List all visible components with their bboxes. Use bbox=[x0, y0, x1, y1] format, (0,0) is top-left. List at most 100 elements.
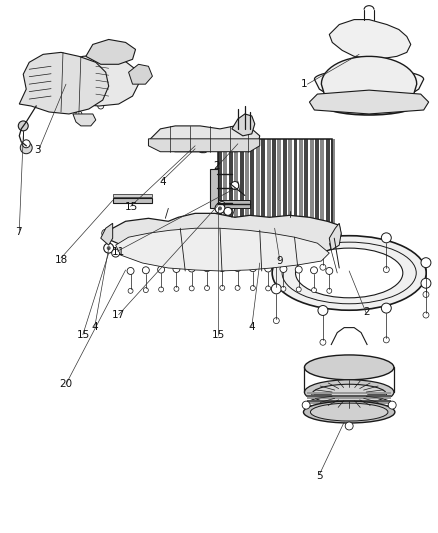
Text: 15: 15 bbox=[77, 330, 90, 341]
Circle shape bbox=[423, 312, 429, 318]
Bar bbox=[293, 139, 297, 228]
Circle shape bbox=[20, 142, 32, 154]
Circle shape bbox=[215, 204, 225, 213]
Circle shape bbox=[198, 145, 206, 153]
Bar bbox=[321, 139, 325, 228]
Circle shape bbox=[127, 268, 134, 274]
Bar bbox=[304, 139, 308, 228]
Circle shape bbox=[235, 285, 240, 290]
Polygon shape bbox=[148, 126, 260, 152]
Ellipse shape bbox=[304, 401, 395, 423]
Circle shape bbox=[173, 265, 180, 272]
Circle shape bbox=[327, 288, 332, 293]
Text: 18: 18 bbox=[55, 255, 68, 264]
Circle shape bbox=[159, 287, 164, 292]
Circle shape bbox=[318, 230, 328, 240]
Ellipse shape bbox=[311, 403, 388, 421]
Polygon shape bbox=[314, 69, 424, 96]
Circle shape bbox=[205, 286, 209, 290]
Bar bbox=[267, 139, 271, 228]
Text: 15: 15 bbox=[124, 201, 138, 212]
Ellipse shape bbox=[272, 236, 426, 310]
Bar bbox=[245, 139, 249, 228]
Circle shape bbox=[271, 284, 281, 294]
Bar bbox=[307, 402, 391, 405]
Text: 5: 5 bbox=[316, 471, 322, 481]
Text: 2: 2 bbox=[213, 161, 220, 171]
Circle shape bbox=[112, 249, 120, 257]
Text: 4: 4 bbox=[248, 322, 255, 333]
Bar bbox=[307, 397, 391, 399]
Circle shape bbox=[320, 340, 326, 345]
Bar bbox=[218, 139, 332, 228]
Polygon shape bbox=[106, 213, 341, 263]
Text: 11: 11 bbox=[111, 247, 125, 257]
Circle shape bbox=[98, 103, 104, 109]
Circle shape bbox=[231, 182, 239, 190]
Bar bbox=[240, 139, 244, 228]
Polygon shape bbox=[129, 64, 152, 84]
Circle shape bbox=[104, 243, 114, 253]
Circle shape bbox=[189, 286, 194, 291]
Circle shape bbox=[172, 136, 178, 142]
Bar bbox=[210, 168, 218, 208]
Circle shape bbox=[234, 264, 241, 271]
Circle shape bbox=[311, 267, 318, 274]
Bar bbox=[307, 410, 391, 412]
Circle shape bbox=[204, 265, 211, 272]
Ellipse shape bbox=[334, 30, 404, 49]
Circle shape bbox=[421, 257, 431, 268]
Text: 1: 1 bbox=[300, 79, 307, 89]
Text: 17: 17 bbox=[112, 310, 126, 320]
Bar bbox=[251, 139, 254, 228]
Text: 20: 20 bbox=[59, 379, 72, 389]
Polygon shape bbox=[116, 228, 329, 271]
Bar bbox=[229, 139, 233, 228]
Circle shape bbox=[273, 318, 279, 324]
Bar bbox=[218, 139, 222, 228]
Circle shape bbox=[18, 121, 28, 131]
Bar bbox=[261, 139, 265, 228]
Circle shape bbox=[273, 286, 279, 292]
Polygon shape bbox=[309, 90, 429, 114]
Circle shape bbox=[345, 422, 353, 430]
Polygon shape bbox=[148, 139, 260, 152]
Circle shape bbox=[194, 144, 198, 148]
Bar bbox=[299, 139, 303, 228]
Circle shape bbox=[383, 266, 389, 272]
Polygon shape bbox=[86, 39, 135, 64]
Circle shape bbox=[320, 264, 326, 270]
Circle shape bbox=[326, 268, 333, 274]
Bar bbox=[283, 139, 287, 228]
Circle shape bbox=[249, 265, 256, 272]
Bar bbox=[113, 195, 152, 197]
Circle shape bbox=[302, 401, 310, 409]
Circle shape bbox=[142, 267, 149, 274]
Circle shape bbox=[193, 144, 197, 148]
Polygon shape bbox=[329, 223, 341, 250]
Text: 15: 15 bbox=[212, 330, 225, 341]
Circle shape bbox=[383, 337, 389, 343]
Text: 3: 3 bbox=[34, 145, 40, 155]
Circle shape bbox=[219, 201, 225, 207]
Circle shape bbox=[281, 286, 286, 292]
Circle shape bbox=[53, 106, 59, 112]
Circle shape bbox=[107, 246, 111, 250]
Circle shape bbox=[76, 111, 82, 117]
Bar bbox=[307, 395, 391, 397]
Circle shape bbox=[128, 288, 133, 293]
Ellipse shape bbox=[329, 95, 409, 113]
Polygon shape bbox=[232, 114, 255, 136]
Polygon shape bbox=[56, 54, 138, 106]
Circle shape bbox=[219, 264, 226, 271]
Circle shape bbox=[218, 206, 222, 211]
Circle shape bbox=[224, 207, 232, 215]
Ellipse shape bbox=[296, 248, 403, 298]
Bar bbox=[113, 198, 152, 204]
Circle shape bbox=[421, 278, 431, 288]
Polygon shape bbox=[101, 223, 113, 245]
Bar bbox=[234, 139, 238, 228]
Circle shape bbox=[423, 292, 429, 297]
Text: 2: 2 bbox=[364, 306, 370, 317]
Bar bbox=[307, 400, 391, 402]
